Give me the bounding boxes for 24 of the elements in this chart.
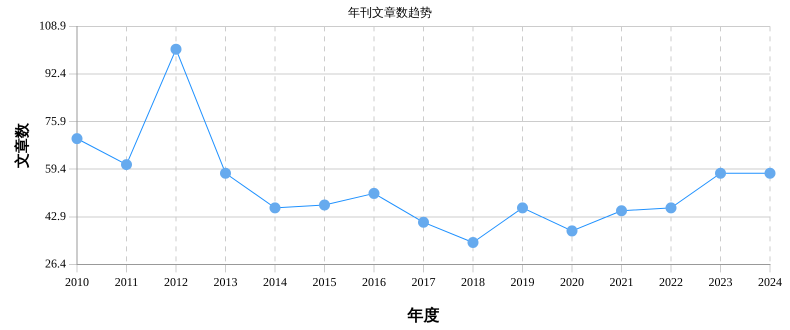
x-tick-label: 2013: [214, 274, 238, 289]
x-tick-label: 2018: [461, 274, 485, 289]
x-tick-label: 2017: [412, 274, 436, 289]
x-tick-label: 2011: [114, 274, 138, 289]
x-tick-label: 2023: [708, 274, 732, 289]
x-tick-label: 2016: [362, 274, 386, 289]
x-tick-label: 2019: [510, 274, 534, 289]
x-axis-title: 年度: [406, 306, 440, 325]
y-axis-title: 文章数: [12, 122, 31, 169]
x-tick-label: 2022: [659, 274, 683, 289]
x-tick-label: 2015: [312, 274, 336, 289]
x-tick-label: 2012: [164, 274, 188, 289]
y-tick-label: 75.9: [45, 114, 66, 128]
x-tick-label: 2020: [560, 274, 584, 289]
x-tick-label: 2014: [263, 274, 287, 289]
y-tick-label: 59.4: [45, 161, 66, 176]
y-tick-label: 26.4: [45, 256, 66, 271]
x-tick-label: 2010: [65, 274, 89, 289]
y-tick-label: 108.9: [39, 18, 66, 33]
x-tick-label: 2024: [758, 274, 782, 289]
chart-title: 年刊文章数趋势: [348, 5, 432, 20]
y-tick-label: 92.4: [45, 66, 66, 80]
x-tick-label: 2021: [610, 274, 634, 289]
y-tick-label: 42.9: [45, 208, 66, 223]
